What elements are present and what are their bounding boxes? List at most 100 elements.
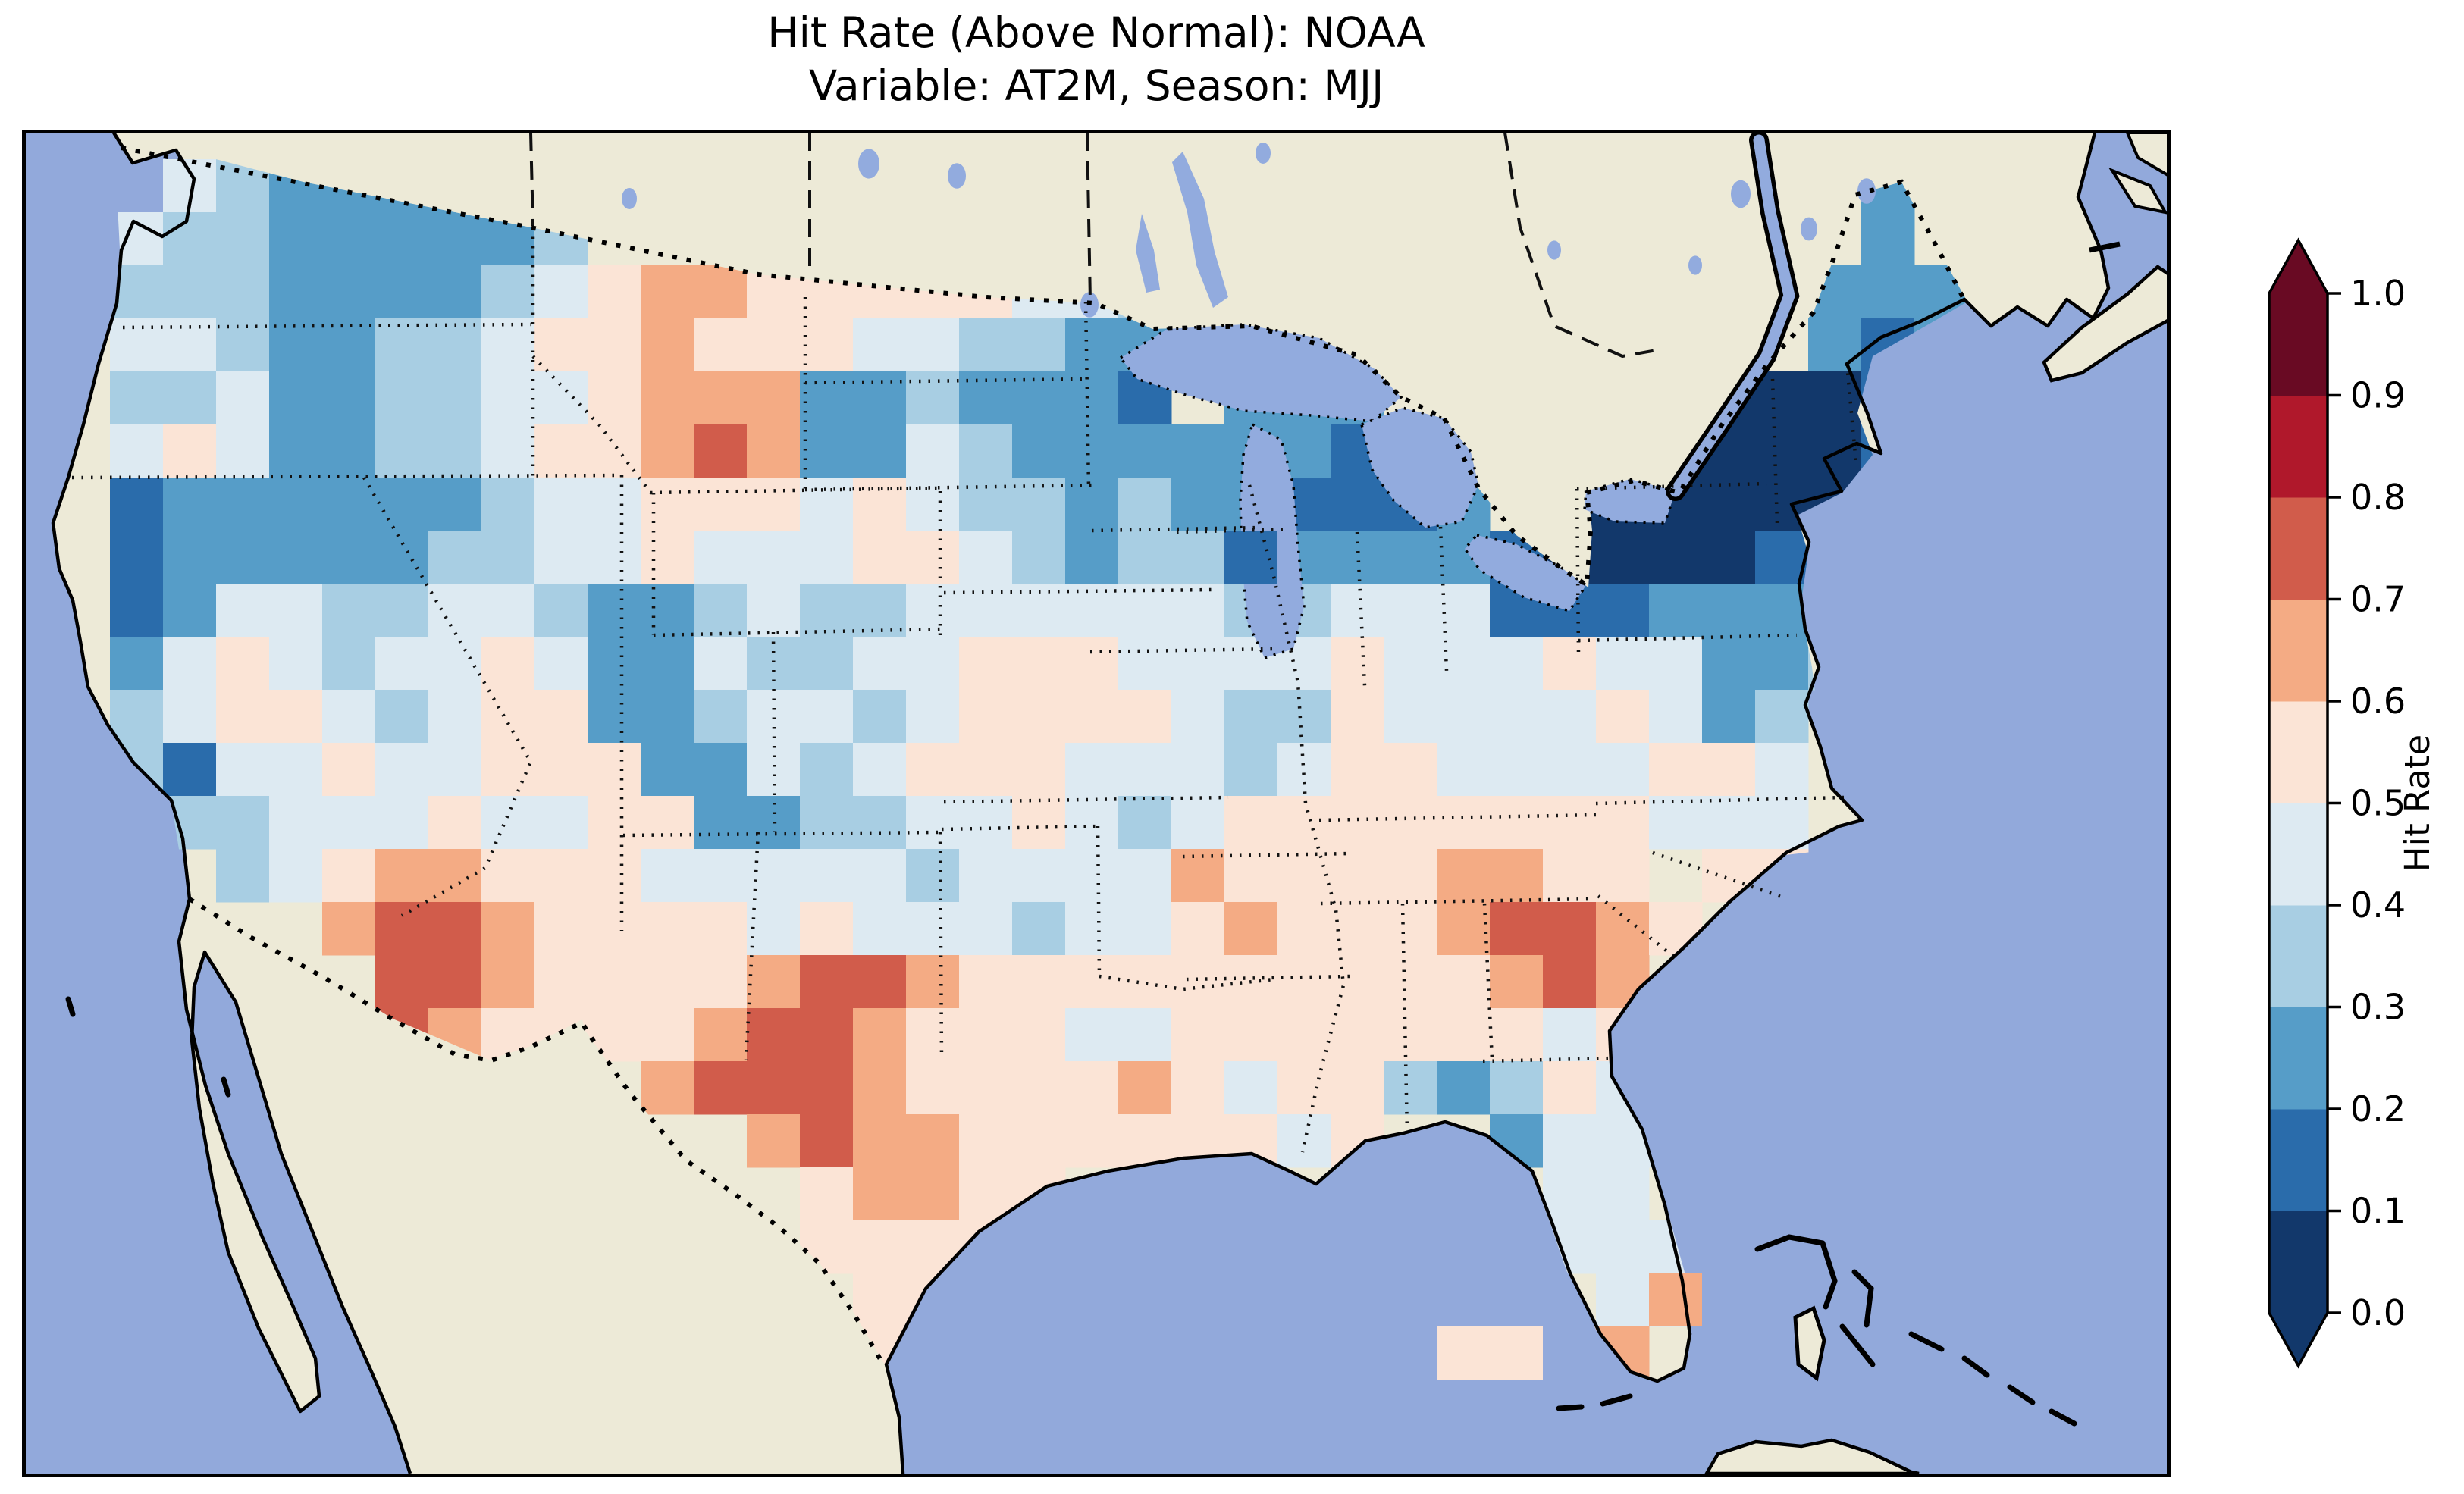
mesh-cell [481,478,535,531]
mesh-cell [1331,743,1384,797]
mesh-cell [959,584,1013,637]
state-border [804,483,1097,492]
title-line-2: Variable: AT2M, Season: MJJ [808,61,1384,111]
island-chain [2049,1408,2077,1427]
mesh-cell [428,371,482,425]
mesh-cell [800,743,854,797]
colorbar-band [2269,1007,2328,1110]
mesh-cell [481,371,535,425]
mesh-cell [853,1220,907,1274]
mesh-cell [1065,690,1119,744]
mesh-cell [1596,584,1650,637]
mesh-cell [1012,1008,1066,1062]
mesh-cell [163,212,217,266]
mesh-cell [1861,265,1915,319]
colorbar-tick-label: 0.2 [2350,1088,2406,1129]
mesh-cell [1331,1061,1384,1115]
mesh-cell [1649,531,1703,584]
mesh-cell [694,478,748,531]
mesh-cell [747,1061,801,1115]
state-border [1595,795,1845,806]
mesh-cell [906,371,960,425]
mesh-cell [641,1061,694,1115]
mesh-cell [428,424,482,478]
mesh-cell [322,478,376,531]
mesh-cell [1490,637,1544,691]
mesh-cell [1224,743,1278,797]
small-lake [1547,240,1561,260]
mesh-cell [163,531,217,584]
mesh-cell [1012,743,1066,797]
mesh-cell [322,424,376,478]
mesh-cell [906,1114,960,1168]
mesh-cell [1012,849,1066,903]
mesh-cell [269,424,323,478]
mesh-cell [534,902,588,956]
mesh-cell [1490,849,1544,903]
mesh-cell [1065,424,1119,478]
small-lake [948,163,966,189]
mesh-cell [322,849,376,903]
mesh-cell [1543,796,1597,850]
mesh-cell [1065,1061,1119,1115]
mesh-cell [959,531,1013,584]
colorbar-extend-low [2269,1313,2328,1366]
mesh-cell [1861,212,1915,266]
mesh-cell [1171,478,1225,531]
colorbar-band [2269,701,2328,804]
mesh-cell [1331,1008,1384,1062]
mesh-cell [694,955,748,1009]
mesh-cell [163,584,217,637]
mesh-cell [1437,849,1491,903]
mesh-cell [588,743,641,797]
mesh-cell [959,424,1013,478]
mesh-cell [1596,796,1650,850]
mesh-cell [1171,955,1225,1009]
mesh-cell [906,478,960,531]
mesh-cell [375,902,429,956]
mesh-cell [375,743,429,797]
mesh-cell [1755,796,1809,850]
mesh-cell [588,318,641,372]
great-lake [1462,534,1588,613]
mesh-cell [906,531,960,584]
mesh-cell [1384,743,1437,797]
mesh-cell [1012,1114,1066,1168]
mesh-cell [481,743,535,797]
mesh-cell [1118,796,1172,850]
mesh-cell [216,265,270,319]
mesh-cell [1543,1061,1597,1115]
cuba [1704,1438,1920,1476]
mesh-cell [1065,1008,1119,1062]
mesh-cell [1171,531,1225,584]
mesh-cell [1224,690,1278,744]
mesh-cell [906,637,960,691]
mesh-cell [1649,743,1703,797]
colorbar-band [2269,599,2328,702]
mesh-cell [747,1114,801,1168]
mesh-cell [906,318,960,372]
mesh-cell-overlay [1649,1273,1702,1326]
mesh-cell [428,584,482,637]
mesh-cell [800,531,854,584]
mesh-cell [1384,849,1437,903]
us-mexico-border [188,897,886,1366]
mesh-cell [534,637,588,691]
mesh-cell [1490,1061,1544,1115]
mesh-cell [747,1008,801,1062]
mesh-cell [1649,637,1703,691]
mesh-cell [216,478,270,531]
mesh-cell [481,796,535,850]
mesh-cell [906,743,960,797]
mesh-cell [322,265,376,319]
mesh-cell [1437,902,1491,956]
mesh-cell [1437,690,1491,744]
colorbar-band [2269,497,2328,600]
mesh-cell [694,743,748,797]
mesh-cell [428,478,482,531]
mesh-cell [1702,743,1756,797]
state-border [744,832,760,1060]
mesh-cell [747,849,801,903]
mesh-cell [428,902,482,956]
mesh-cell [375,849,429,903]
